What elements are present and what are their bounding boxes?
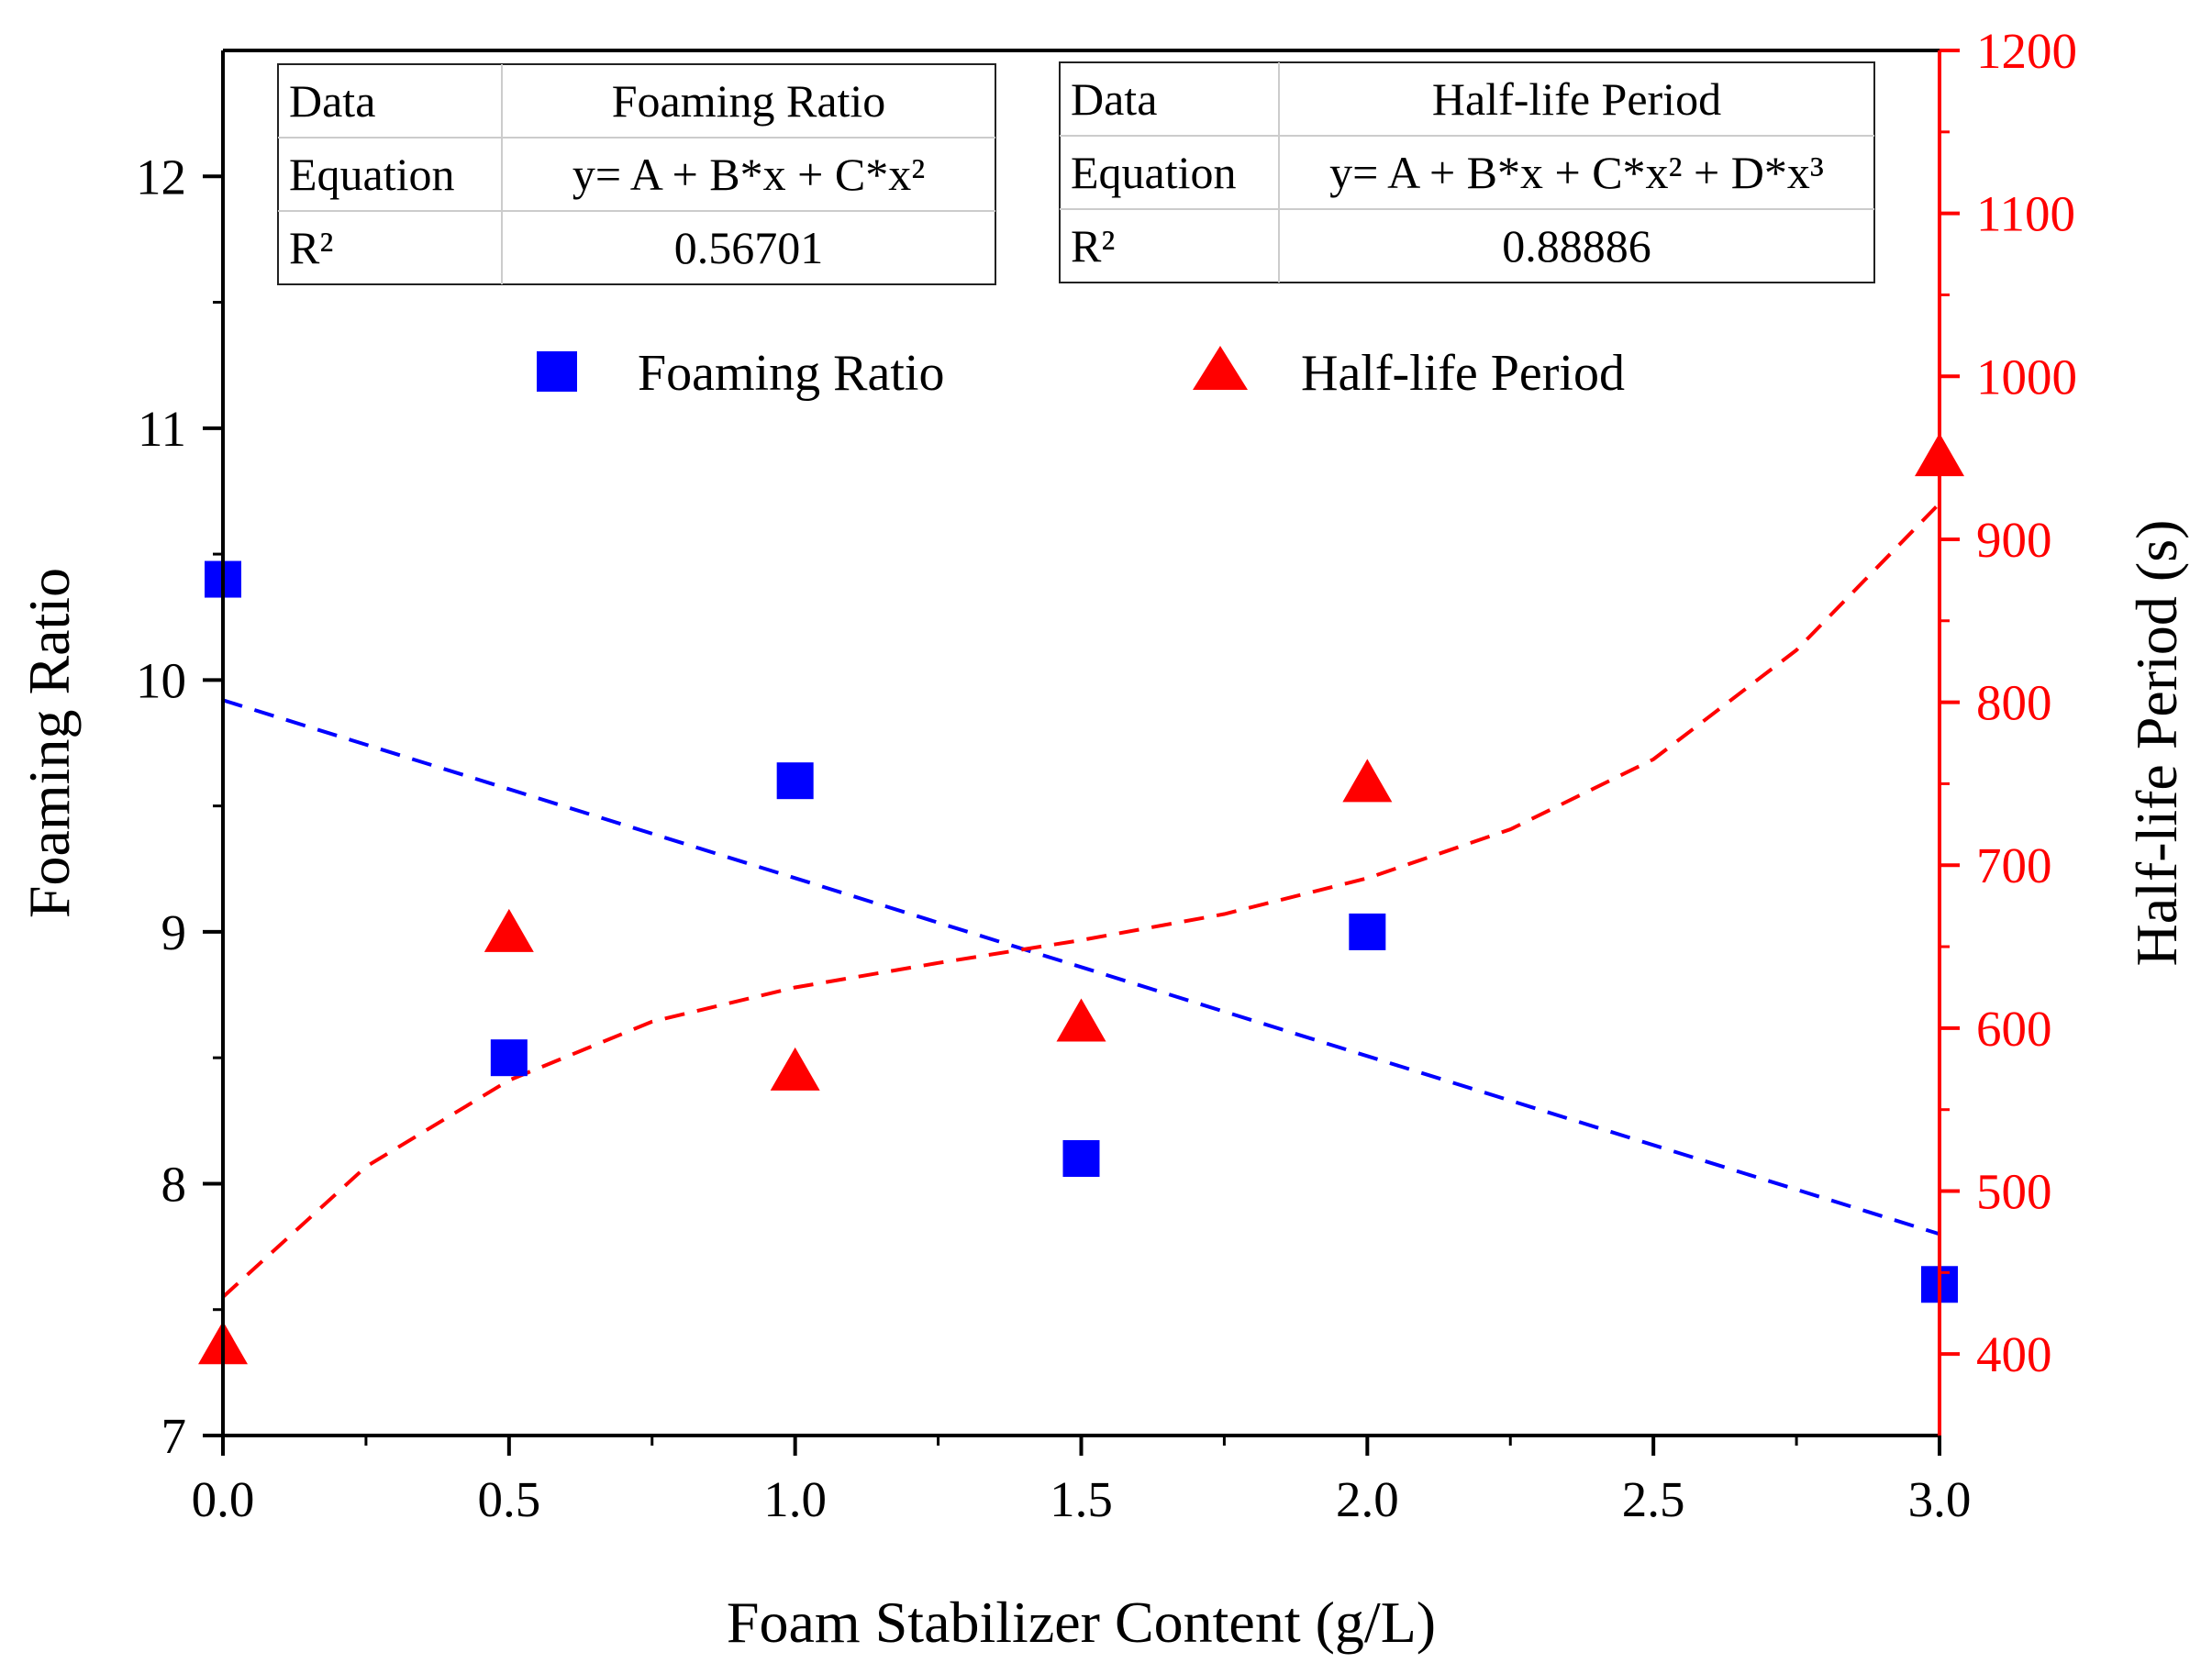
fit-table-key: Data: [1071, 73, 1157, 125]
y-tick-label-right: 1000: [1976, 349, 2077, 405]
fit-table-value: y= A + B*x + C*x² + D*x³: [1329, 147, 1824, 198]
fit-table-value: Foaming Ratio: [612, 75, 886, 127]
fit-table-value: 0.88886: [1502, 220, 1651, 272]
fit-table-value: y= A + B*x + C*x²: [572, 149, 925, 200]
fit-table-key: Data: [289, 75, 375, 127]
y-tick-label-left: 8: [161, 1156, 187, 1212]
fit-table-2: Data Half-life Period Equation y= A + B*x +…: [1059, 61, 1875, 283]
y-tick-label-right: 1200: [1976, 23, 2077, 79]
axes: 0.0 0.5 1.0 1.5 2.0 2.5 3.0 7 8 9 10 11 12 400 500 600 7…: [17, 23, 2189, 1655]
point-triangle: [484, 908, 534, 952]
x-tick-label: 2.0: [1336, 1471, 1399, 1527]
point-square: [776, 762, 814, 800]
fit-line-2: [221, 502, 1941, 1299]
y-tick-label-right: 900: [1976, 512, 2052, 568]
fit-line-1: [222, 698, 1940, 1236]
x-tick-label: 1.5: [1050, 1471, 1113, 1527]
fit-table-border: [277, 63, 996, 285]
data-markers: [198, 433, 1964, 1365]
legend: Foaming Ratio Half-life Period: [537, 345, 1625, 402]
legend-label: Half-life Period: [1301, 345, 1625, 402]
y-tick-label-left: 12: [136, 149, 186, 205]
point-square: [490, 1039, 528, 1077]
point-triangle: [1342, 759, 1393, 803]
fit-tables: Data Foaming Ratio Equation y= A + B*x + C*…: [277, 61, 1875, 285]
point-triangle: [770, 1047, 820, 1091]
fit-table-key: R²: [1071, 220, 1115, 272]
x-tick-label: 0.5: [477, 1471, 540, 1527]
fit-table-key: Equation: [1071, 147, 1237, 198]
x-tick-label: 1.0: [763, 1471, 827, 1527]
point-square: [1062, 1140, 1100, 1177]
y-tick-label-left: 7: [161, 1408, 187, 1464]
fit-table-value: 0.56701: [674, 222, 824, 273]
x-tick-label: 3.0: [1908, 1471, 1972, 1527]
y-tick-label-right: 800: [1976, 675, 2052, 731]
y-axis-title-right: Half-life Period (s): [2124, 520, 2189, 967]
y-tick-label-right: 700: [1976, 837, 2052, 893]
fit-table-key: R²: [289, 222, 333, 273]
y-tick-label-right: 1100: [1976, 186, 2075, 242]
fit-table-key: Equation: [289, 149, 455, 200]
x-axis-title: Foam Stabilizer Content (g/L): [727, 1590, 1436, 1655]
y-tick-label-left: 10: [136, 652, 186, 708]
y-tick-label-right: 500: [1976, 1164, 2052, 1220]
y-axis-title-left: Foaming Ratio: [17, 568, 82, 918]
legend-square-marker: [537, 351, 577, 392]
y-tick-label-left: 9: [161, 904, 187, 960]
fit-table-border: [1059, 61, 1875, 283]
point-triangle: [1056, 998, 1106, 1042]
x-tick-label: 2.5: [1622, 1471, 1685, 1527]
fit-table-value: Half-life Period: [1432, 73, 1721, 125]
legend-triangle-marker: [1193, 346, 1248, 390]
legend-label: Foaming Ratio: [638, 345, 944, 402]
fit-lines: [221, 502, 1941, 1299]
y-tick-label-right: 400: [1976, 1326, 2052, 1382]
fit-table-1: Data Foaming Ratio Equation y= A + B*x + C*…: [277, 63, 996, 285]
y-tick-label-right: 600: [1976, 1001, 2052, 1057]
y-tick-label-left: 11: [138, 401, 186, 457]
point-square: [1349, 913, 1386, 950]
x-tick-label: 0.0: [192, 1471, 255, 1527]
